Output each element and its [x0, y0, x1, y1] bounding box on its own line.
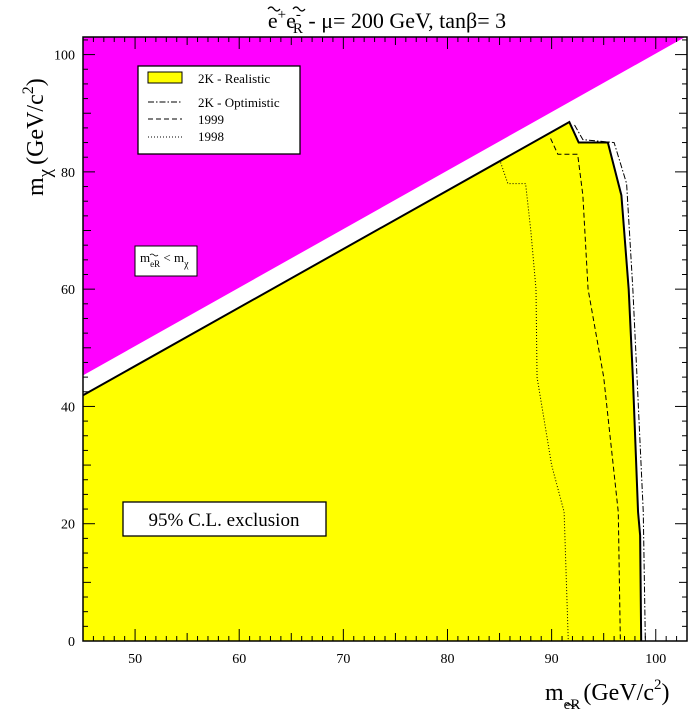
y-tick-label: 0 — [68, 635, 75, 650]
y-tick-label: 20 — [61, 518, 75, 533]
kinematic-label-box — [134, 245, 198, 277]
x-tick-label: 60 — [232, 652, 246, 667]
y-tick-label: 80 — [61, 166, 75, 181]
legend-label-realistic: 2K - Realistic — [198, 71, 270, 86]
exclusion-annotation-text: 95% C.L. exclusion — [149, 510, 300, 531]
x-tick-label: 90 — [545, 652, 559, 667]
x-tick-label: 70 — [336, 652, 350, 667]
y-axis-label: mχ(GeV/c2) — [20, 78, 56, 196]
legend-swatch-realistic — [147, 71, 183, 84]
legend-label-optimistic: 2K - Optimistic — [198, 95, 280, 110]
y-tick-label: 100 — [54, 49, 75, 64]
exclusion-annotation-box — [122, 501, 327, 537]
y-tick-label: 60 — [61, 283, 75, 298]
kinematic-label-text: meR < mχ — [140, 250, 189, 270]
title-tilde-marks — [267, 6, 306, 12]
axis-ticks — [82, 37, 688, 642]
legend-label-1999: 1999 — [198, 112, 224, 127]
legend-label-1998: 1998 — [198, 129, 224, 144]
kinematic-region-label: meR < mχ — [134, 245, 198, 277]
kinematic-limit-line — [83, 120, 643, 641]
x-tick-label: 100 — [645, 652, 666, 667]
axis-tick-labels: 50 60 70 80 90 100 0 20 40 60 80 100 — [54, 49, 666, 667]
chart-title: e+e-R - μ= 200 GeV, tanβ= 3 — [268, 7, 506, 37]
x-axis-label: meR (GeV/c2) — [545, 677, 669, 713]
y-tick-label: 40 — [61, 400, 75, 415]
legend: 2K - Realistic 2K - Optimistic 1999 1998 — [137, 65, 301, 155]
x-tick-label: 80 — [440, 652, 454, 667]
x-tick-label: 50 — [128, 652, 142, 667]
exclusion-annotation: 95% C.L. exclusion — [122, 501, 327, 537]
x-label-tilde-mark — [565, 703, 577, 707]
exclusion-curves — [500, 124, 646, 641]
curve-dashed — [550, 138, 621, 641]
